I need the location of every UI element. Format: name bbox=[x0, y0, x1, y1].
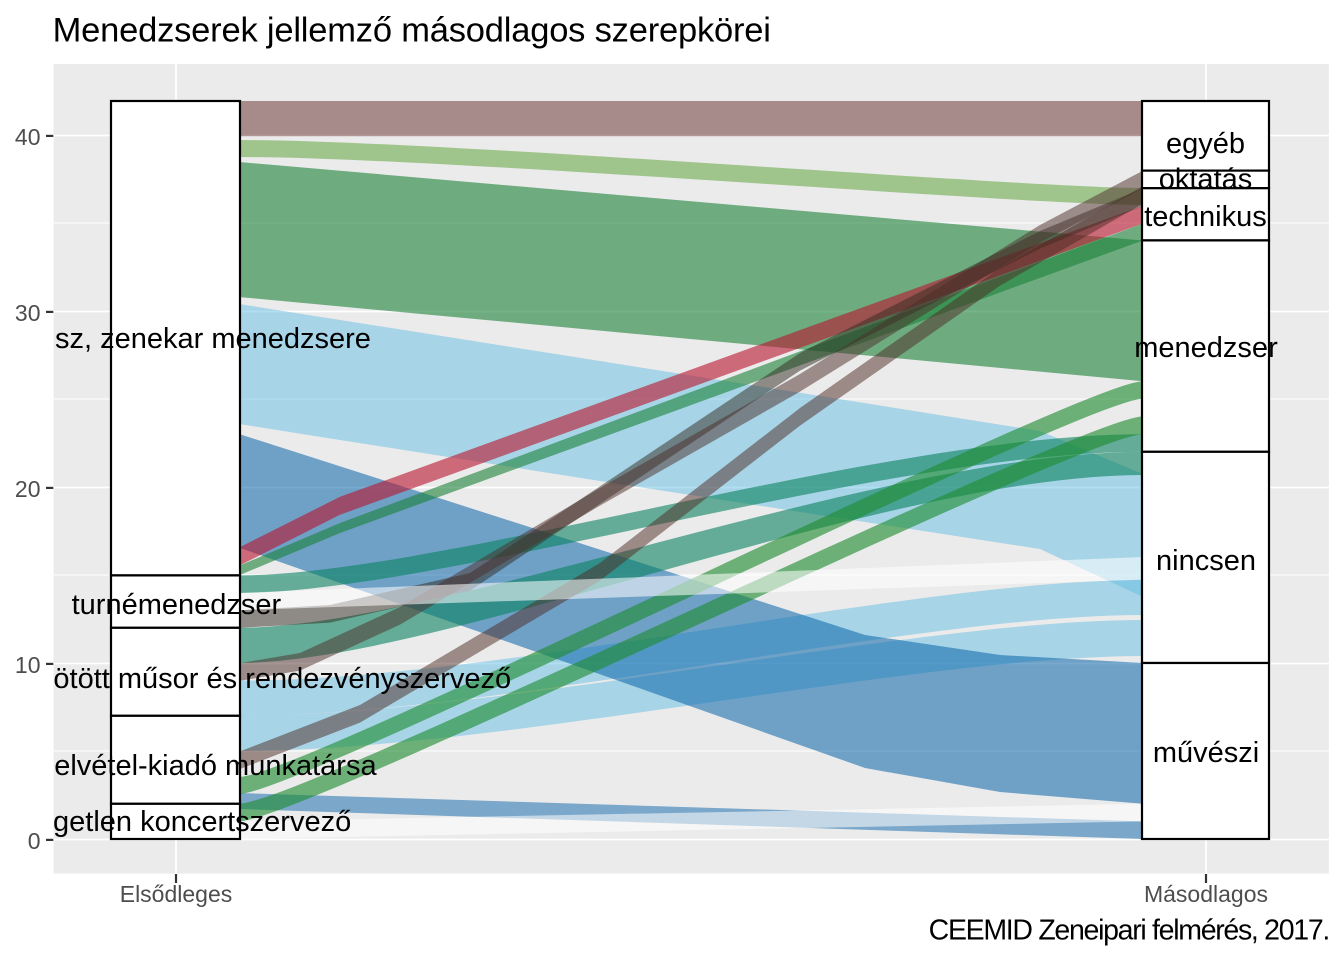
svg-text:művészi: művészi bbox=[1153, 737, 1259, 769]
svg-text:CEEMID Zeneipari felmérés, 201: CEEMID Zeneipari felmérés, 2017. bbox=[929, 915, 1329, 947]
svg-text:turnémenedzser: turnémenedzser bbox=[72, 589, 282, 621]
svg-text:Menedzserek jellemző másodlago: Menedzserek jellemző másodlagos szerepkö… bbox=[53, 11, 771, 49]
svg-text:30: 30 bbox=[15, 300, 41, 326]
svg-text:0: 0 bbox=[28, 828, 41, 854]
svg-text:sz, zenekar menedzsere: sz, zenekar menedzsere bbox=[55, 323, 371, 355]
svg-text:getlen koncertszervező: getlen koncertszervező bbox=[53, 806, 351, 838]
svg-text:ötött műsor és rendezvényszerv: ötött műsor és rendezvényszervező bbox=[53, 663, 511, 695]
svg-text:oktatás: oktatás bbox=[1159, 164, 1253, 196]
svg-text:menedzser: menedzser bbox=[1134, 332, 1278, 364]
svg-text:elvétel-kiadó munkatársa: elvétel-kiadó munkatársa bbox=[54, 750, 377, 782]
svg-text:nincsen: nincsen bbox=[1156, 545, 1256, 577]
svg-text:20: 20 bbox=[15, 476, 41, 502]
svg-text:40: 40 bbox=[15, 124, 41, 150]
svg-text:Másodlagos: Másodlagos bbox=[1144, 881, 1268, 907]
svg-text:Elsődleges: Elsődleges bbox=[120, 881, 233, 907]
svg-text:technikus: technikus bbox=[1144, 201, 1267, 233]
svg-text:egyéb: egyéb bbox=[1166, 128, 1245, 160]
svg-text:10: 10 bbox=[15, 652, 41, 678]
